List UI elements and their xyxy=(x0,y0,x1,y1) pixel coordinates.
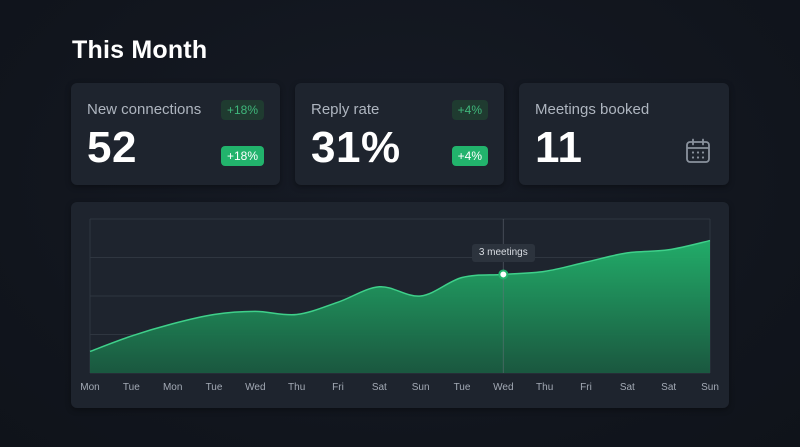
meetings-booked-label: Meetings booked xyxy=(535,101,650,118)
area-line xyxy=(89,239,711,353)
meetings-booked-value: 11 xyxy=(535,123,583,172)
reply-rate-card[interactable]: Reply rate 31% +4% +4% xyxy=(295,83,504,185)
chart-tooltip: 3 meetings xyxy=(471,244,535,263)
x-axis-label: Wed xyxy=(493,382,513,393)
reply-rate-change-badge: +4% xyxy=(451,146,488,166)
reply-rate-label: Reply rate xyxy=(311,101,380,118)
reply-rate-value: 31% xyxy=(311,123,401,172)
x-axis-label: Sat xyxy=(372,382,387,393)
x-axis-label: Sat xyxy=(661,382,676,393)
area-fill xyxy=(90,240,710,373)
reply-rate-change-badge-muted: +4% xyxy=(451,100,488,120)
meetings-chart-card: Mon Tue Mon Tue Wed Thu Fri Sat Sun Tue Wed Thu Fri S… xyxy=(71,202,729,408)
new-connections-value: 52 xyxy=(87,123,137,172)
x-axis-label: Mon xyxy=(80,382,99,393)
x-axis-label: Thu xyxy=(288,382,305,393)
x-axis-label: Tue xyxy=(454,382,471,393)
meetings-area-chart: Mon Tue Mon Tue Wed Thu Fri Sat Sun Tue Wed Thu Fri S… xyxy=(80,218,719,393)
x-axis-label: Fri xyxy=(580,382,592,393)
meetings-booked-card[interactable]: Meetings booked 11 xyxy=(519,83,729,185)
x-axis-label: Wed xyxy=(245,382,265,393)
x-axis-label: Sun xyxy=(412,382,430,393)
x-axis-label: Fri xyxy=(332,382,344,393)
x-axis-label: Sun xyxy=(701,382,719,393)
new-connections-label: New connections xyxy=(87,101,202,118)
new-connections-change-badge: +18% xyxy=(220,146,264,166)
x-axis-label: Tue xyxy=(123,382,140,393)
new-connections-change-badge-muted: +18% xyxy=(220,100,264,120)
calendar-icon xyxy=(686,138,710,163)
hover-point[interactable] xyxy=(498,269,509,280)
x-axis-label: Mon xyxy=(163,382,182,393)
new-connections-card[interactable]: New connections 52 +18% +18% xyxy=(71,83,280,185)
x-axis-label: Thu xyxy=(536,382,553,393)
x-axis-label: Sat xyxy=(620,382,635,393)
page-title: This Month xyxy=(72,36,208,64)
x-axis-label: Tue xyxy=(206,382,223,393)
